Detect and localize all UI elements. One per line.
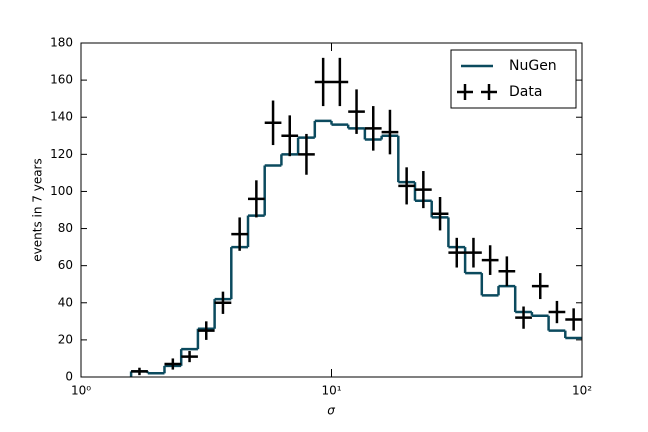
legend: NuGen Data	[450, 49, 577, 109]
y-tick-label: 120	[50, 147, 73, 161]
y-tick-label: 20	[58, 332, 73, 346]
y-tick-label: 100	[50, 184, 73, 198]
y-axis-label: events in 7 years	[31, 158, 45, 261]
x-tick-label: 10¹	[321, 384, 341, 398]
y-tick-label: 180	[50, 36, 73, 50]
y-tick-label: 60	[58, 258, 73, 272]
y-tick-label: 0	[65, 370, 73, 384]
legend-box	[450, 49, 577, 109]
y-tick-label: 160	[50, 73, 73, 87]
x-tick-label: 10²	[572, 384, 592, 398]
y-tick-label: 80	[58, 221, 73, 235]
legend-label: NuGen	[509, 58, 557, 74]
plot-frame	[80, 42, 583, 378]
y-tick-label: 140	[50, 110, 73, 124]
x-tick-label: 10⁰	[71, 384, 91, 398]
y-tick-label: 40	[58, 295, 73, 309]
x-axis-label: σ	[327, 404, 335, 418]
legend-label: Data	[509, 84, 542, 100]
